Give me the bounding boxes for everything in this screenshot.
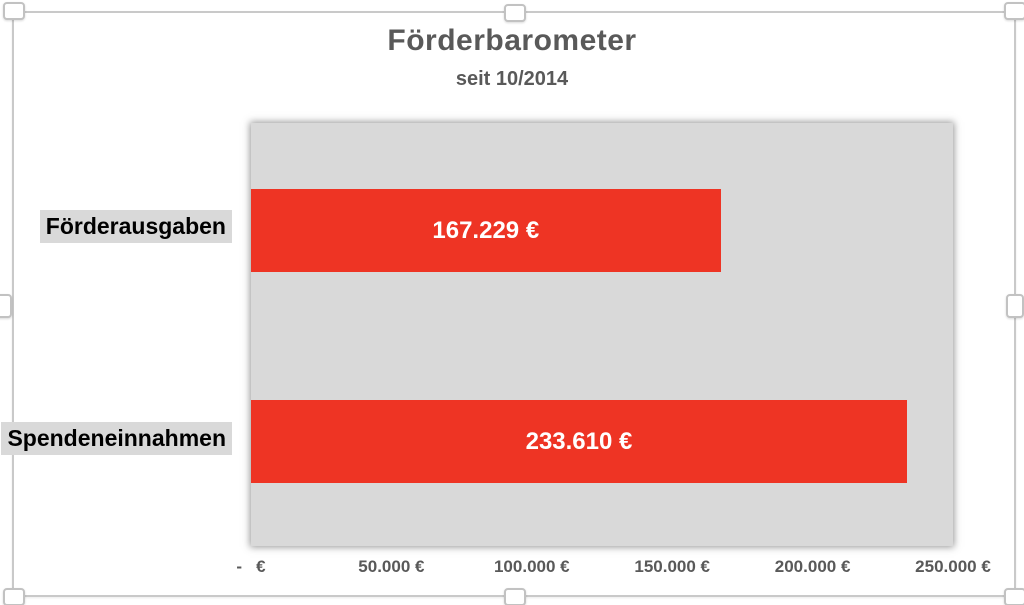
resize-handle-bottom-left[interactable] <box>3 588 25 605</box>
plot-area[interactable]: 167.229 € 233.610 € <box>251 123 953 546</box>
resize-handle-bottom-center[interactable] <box>504 588 526 605</box>
x-tick-label: 100.000 € <box>493 557 570 576</box>
resize-handle-right-center[interactable] <box>1006 294 1024 318</box>
x-tick-label: 200.000 € <box>774 557 851 576</box>
resize-handle-left-center[interactable] <box>0 294 12 318</box>
data-label-spendeneinnahmen: 233.610 € <box>525 427 633 455</box>
bar-foerderausgaben[interactable]: 167.229 € <box>251 189 721 272</box>
bar-spendeneinnahmen[interactable]: 233.610 € <box>251 400 907 483</box>
resize-handle-top-left[interactable] <box>3 2 25 20</box>
x-tick-label: 150.000 € <box>634 557 711 576</box>
data-label-foerderausgaben: 167.229 € <box>432 216 540 244</box>
category-label-spendeneinnahmen[interactable]: Spendeneinnahmen <box>1 422 232 455</box>
chart-title[interactable]: Förderbarometer <box>387 24 637 57</box>
resize-handle-bottom-right[interactable] <box>1004 588 1024 605</box>
category-label-foerderausgaben[interactable]: Förderausgaben <box>39 210 232 243</box>
x-tick-label: - € <box>236 557 266 576</box>
x-axis[interactable]: - € 50.000 € 100.000 € 150.000 € 200.000… <box>236 557 990 583</box>
resize-handle-top-right[interactable] <box>1004 2 1024 20</box>
chart-subtitle[interactable]: seit 10/2014 <box>455 68 569 90</box>
resize-handle-top-center[interactable] <box>504 4 526 22</box>
x-tick-label: 50.000 € <box>358 557 425 576</box>
x-tick-label: 250.000 € <box>915 557 991 576</box>
